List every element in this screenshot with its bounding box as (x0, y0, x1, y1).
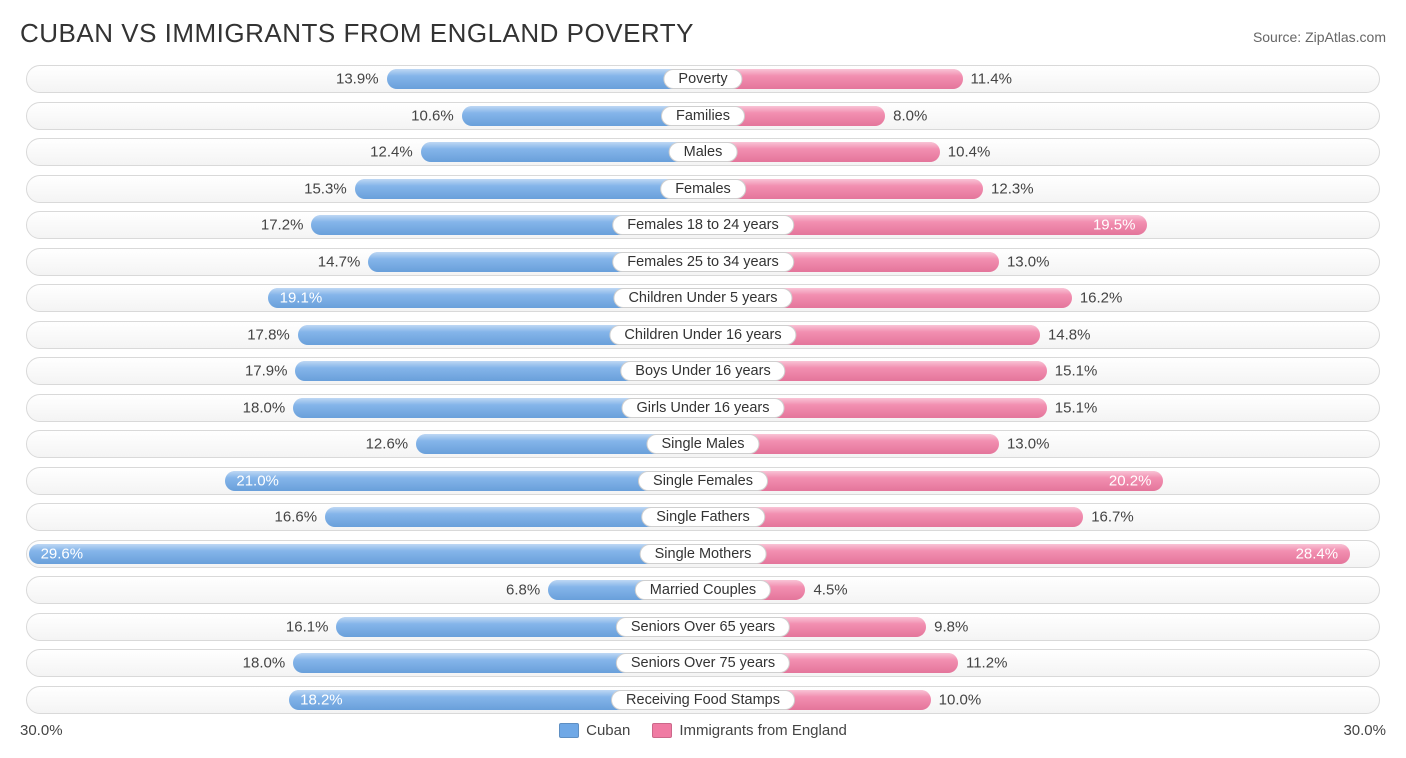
category-pill: Males (669, 142, 738, 162)
legend-item-right: Immigrants from England (652, 722, 847, 739)
bar-left (29, 544, 703, 564)
value-left: 17.8% (247, 326, 290, 343)
value-left: 18.0% (243, 655, 286, 672)
value-right: 13.0% (1007, 436, 1050, 453)
chart-row: 17.2% 19.5% Females 18 to 24 years (20, 209, 1386, 241)
value-left: 16.6% (275, 509, 318, 526)
chart-row: 17.8% 14.8% Children Under 16 years (20, 319, 1386, 351)
chart-source: Source: ZipAtlas.com (1253, 29, 1386, 45)
value-left: 17.9% (245, 363, 288, 380)
category-pill: Females 18 to 24 years (612, 215, 794, 235)
category-pill: Married Couples (635, 580, 771, 600)
value-left: 13.9% (336, 71, 379, 88)
chart-row: 18.2% 10.0% Receiving Food Stamps (20, 684, 1386, 716)
value-right: 16.7% (1091, 509, 1134, 526)
value-left: 17.2% (261, 217, 304, 234)
category-pill: Single Females (638, 471, 768, 491)
category-pill: Single Mothers (640, 544, 767, 564)
value-right: 15.1% (1055, 363, 1098, 380)
value-right: 11.4% (971, 71, 1012, 88)
legend: Cuban Immigrants from England (559, 722, 847, 739)
chart-row: 19.1% 16.2% Children Under 5 years (20, 282, 1386, 314)
value-left: 6.8% (506, 582, 540, 599)
chart-row: 15.3% 12.3% Females (20, 173, 1386, 205)
value-left: 18.2% (300, 691, 343, 708)
chart-row: 18.0% 11.2% Seniors Over 75 years (20, 647, 1386, 679)
value-right: 8.0% (893, 107, 927, 124)
chart-row: 21.0% 20.2% Single Females (20, 465, 1386, 497)
chart-area: 13.9%11.4%Poverty10.6%8.0%Families12.4%1… (20, 63, 1386, 716)
category-pill: Females (660, 179, 746, 199)
bar-left (225, 471, 703, 491)
legend-swatch-right (652, 723, 672, 738)
value-right: 20.2% (1109, 472, 1152, 489)
legend-label-left: Cuban (586, 722, 630, 739)
category-pill: Poverty (663, 69, 742, 89)
value-right: 11.2% (966, 655, 1007, 672)
category-pill: Seniors Over 75 years (616, 653, 790, 673)
category-pill: Children Under 16 years (609, 325, 796, 345)
category-pill: Children Under 5 years (613, 288, 792, 308)
chart-row: 12.4% 10.4% Males (20, 136, 1386, 168)
value-right: 16.2% (1080, 290, 1123, 307)
bar-left (387, 69, 703, 89)
value-left: 12.4% (370, 144, 413, 161)
chart-row: 16.1% 9.8% Seniors Over 65 years (20, 611, 1386, 643)
value-right: 13.0% (1007, 253, 1050, 270)
value-left: 29.6% (41, 545, 84, 562)
value-left: 10.6% (411, 107, 454, 124)
value-left: 18.0% (243, 399, 286, 416)
category-pill: Single Fathers (641, 507, 765, 527)
category-pill: Seniors Over 65 years (616, 617, 790, 637)
chart-row: 13.9% 11.4% Poverty (20, 63, 1386, 95)
chart-title: CUBAN VS IMMIGRANTS FROM ENGLAND POVERTY (20, 18, 694, 49)
chart-row: 16.6% 16.7% Single Fathers (20, 501, 1386, 533)
value-right: 15.1% (1055, 399, 1098, 416)
legend-swatch-left (559, 723, 579, 738)
value-right: 28.4% (1296, 545, 1339, 562)
value-right: 14.8% (1048, 326, 1091, 343)
value-right: 12.3% (991, 180, 1034, 197)
chart-row: 6.8% 4.5% Married Couples (20, 574, 1386, 606)
value-left: 14.7% (318, 253, 361, 270)
chart-row: 18.0% 15.1% Girls Under 16 years (20, 392, 1386, 424)
category-pill: Single Males (646, 434, 759, 454)
value-left: 21.0% (236, 472, 279, 489)
chart-header: CUBAN VS IMMIGRANTS FROM ENGLAND POVERTY… (20, 18, 1386, 49)
bar-right (703, 142, 940, 162)
value-left: 15.3% (304, 180, 347, 197)
legend-item-left: Cuban (559, 722, 630, 739)
value-left: 12.6% (366, 436, 409, 453)
category-pill: Boys Under 16 years (620, 361, 785, 381)
axis-max-right: 30.0% (1343, 722, 1386, 739)
category-pill: Females 25 to 34 years (612, 252, 794, 272)
chart-footer: 30.0% Cuban Immigrants from England 30.0… (20, 722, 1386, 739)
bar-right (703, 544, 1350, 564)
bar-right (703, 471, 1163, 491)
value-right: 10.4% (948, 144, 991, 161)
chart-row: 14.7% 13.0% Females 25 to 34 years (20, 246, 1386, 278)
chart-row: 17.9% 15.1% Boys Under 16 years (20, 355, 1386, 387)
category-pill: Receiving Food Stamps (611, 690, 795, 710)
value-right: 10.0% (939, 691, 982, 708)
category-pill: Families (661, 106, 745, 126)
category-pill: Girls Under 16 years (622, 398, 785, 418)
value-right: 19.5% (1093, 217, 1136, 234)
value-right: 4.5% (813, 582, 847, 599)
axis-max-left: 30.0% (20, 722, 63, 739)
bar-left (355, 179, 703, 199)
value-left: 16.1% (286, 618, 329, 635)
value-left: 19.1% (280, 290, 323, 307)
chart-row: 29.6% 28.4% Single Mothers (20, 538, 1386, 570)
chart-row: 10.6% 8.0% Families (20, 100, 1386, 132)
value-right: 9.8% (934, 618, 968, 635)
chart-row: 12.6% 13.0% Single Males (20, 428, 1386, 460)
bar-left (421, 142, 703, 162)
legend-label-right: Immigrants from England (679, 722, 847, 739)
